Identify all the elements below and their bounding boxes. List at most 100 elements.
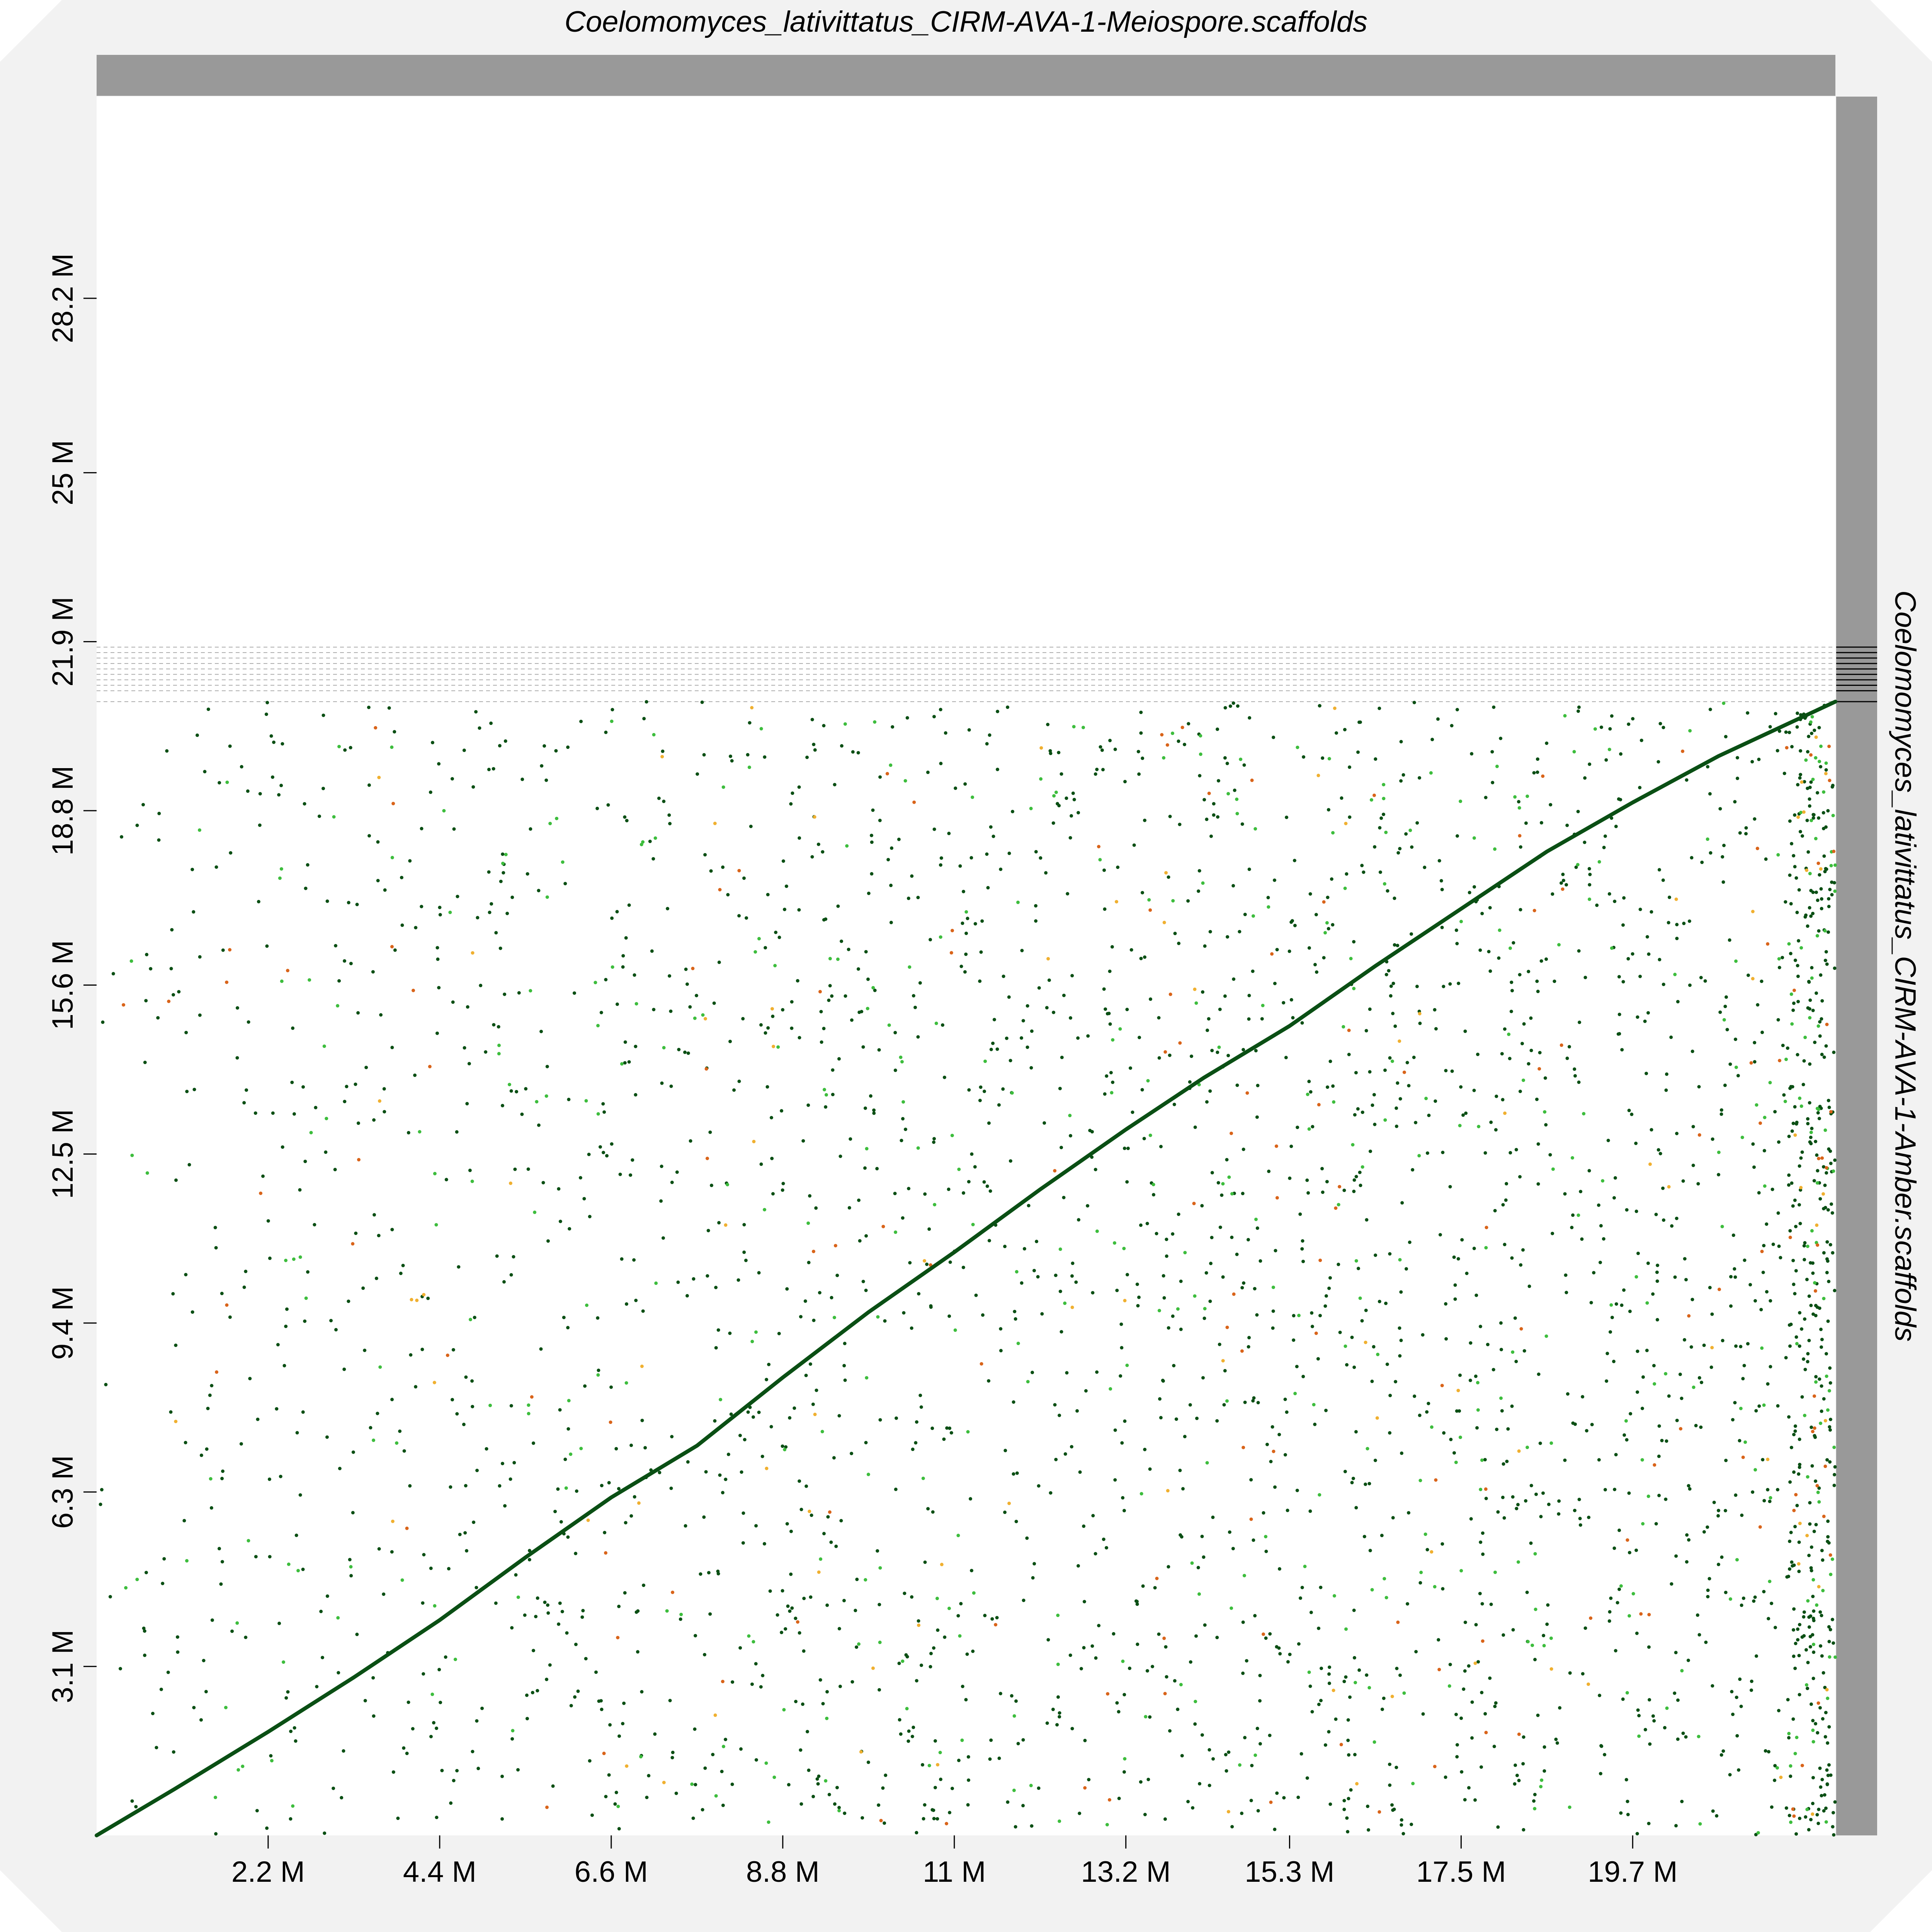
alignment-point — [161, 1582, 165, 1585]
alignment-point — [1536, 1713, 1540, 1717]
alignment-point — [144, 999, 148, 1003]
alignment-point — [1013, 1310, 1017, 1313]
alignment-point — [704, 1067, 708, 1071]
alignment-point — [1058, 1247, 1062, 1251]
alignment-point — [804, 1484, 808, 1488]
alignment-point — [1243, 1400, 1247, 1404]
alignment-point — [1787, 1415, 1791, 1419]
alignment-point — [1614, 1302, 1618, 1306]
alignment-point — [662, 1236, 665, 1240]
alignment-point — [970, 1569, 973, 1573]
alignment-point — [1819, 1644, 1823, 1648]
alignment-point — [741, 1541, 745, 1545]
alignment-point — [1343, 728, 1347, 731]
alignment-point — [1734, 1493, 1738, 1497]
alignment-point — [1762, 1499, 1766, 1503]
alignment-point — [1572, 750, 1576, 753]
alignment-point — [1421, 1712, 1425, 1716]
alignment-point — [1180, 726, 1184, 730]
alignment-point — [840, 939, 844, 943]
alignment-point — [1440, 925, 1444, 929]
alignment-point — [1396, 944, 1400, 947]
x-tick-label: 8.8 M — [746, 1855, 820, 1888]
alignment-point — [329, 1319, 333, 1323]
alignment-point — [912, 800, 916, 804]
alignment-point — [1433, 1008, 1437, 1012]
alignment-point — [1688, 729, 1692, 733]
alignment-point — [1816, 1490, 1820, 1494]
alignment-point — [298, 1493, 302, 1497]
alignment-point — [1101, 768, 1105, 772]
alignment-point — [781, 859, 785, 863]
alignment-point — [229, 851, 233, 855]
alignment-point — [1579, 1190, 1583, 1194]
alignment-point — [639, 1755, 643, 1759]
alignment-point — [1454, 1713, 1458, 1716]
alignment-point — [1526, 1446, 1529, 1449]
alignment-point — [996, 709, 1000, 713]
alignment-point — [905, 1707, 909, 1711]
alignment-point — [1252, 914, 1255, 918]
alignment-point — [474, 1586, 478, 1590]
alignment-point — [1825, 1166, 1828, 1170]
alignment-point — [1798, 1816, 1801, 1820]
alignment-point — [998, 1692, 1002, 1696]
alignment-point — [1733, 1401, 1737, 1405]
alignment-point — [1722, 1018, 1726, 1022]
alignment-point — [1479, 1540, 1483, 1544]
alignment-point — [1728, 1597, 1732, 1601]
alignment-point — [704, 1017, 707, 1020]
alignment-point — [1518, 1090, 1522, 1093]
alignment-point — [378, 1099, 381, 1103]
alignment-point — [1815, 1603, 1819, 1607]
alignment-point — [1208, 930, 1212, 934]
alignment-point — [1825, 867, 1828, 871]
alignment-point — [1807, 1828, 1811, 1832]
alignment-point — [647, 1774, 651, 1777]
alignment-point — [855, 1645, 859, 1649]
alignment-point — [1511, 1628, 1515, 1632]
alignment-point — [295, 1431, 299, 1435]
alignment-point — [1660, 1439, 1664, 1442]
alignment-point — [1461, 1113, 1465, 1117]
alignment-point — [861, 1280, 865, 1283]
alignment-point — [1309, 1611, 1313, 1614]
alignment-point — [1595, 903, 1599, 907]
alignment-point — [282, 1364, 286, 1367]
alignment-point — [1825, 1270, 1829, 1274]
alignment-point — [1799, 1186, 1803, 1189]
alignment-point — [1489, 1602, 1493, 1606]
alignment-point — [315, 1685, 319, 1689]
alignment-point — [1326, 1085, 1329, 1089]
alignment-point — [974, 1293, 978, 1297]
alignment-point — [1542, 1644, 1546, 1648]
alignment-point — [1328, 1276, 1332, 1280]
alignment-point — [268, 1256, 272, 1260]
alignment-point — [825, 1690, 829, 1694]
alignment-point — [1767, 1750, 1770, 1753]
alignment-point — [648, 840, 652, 843]
alignment-point — [1351, 1476, 1355, 1480]
alignment-point — [1700, 861, 1704, 864]
alignment-point — [1814, 1479, 1818, 1483]
x-tick-label: 6.6 M — [575, 1855, 648, 1888]
alignment-point — [871, 986, 875, 990]
alignment-point — [1010, 1091, 1014, 1095]
alignment-point — [325, 1435, 329, 1439]
alignment-point — [473, 1316, 476, 1320]
alignment-point — [420, 1347, 424, 1351]
alignment-point — [1190, 1561, 1194, 1565]
alignment-point — [432, 1381, 436, 1384]
alignment-point — [1293, 1391, 1297, 1395]
alignment-point — [1484, 1246, 1488, 1250]
alignment-point — [219, 1582, 223, 1586]
alignment-point — [812, 743, 816, 747]
alignment-point — [1803, 1241, 1807, 1245]
alignment-point — [509, 1181, 512, 1185]
alignment-point — [988, 1757, 992, 1761]
alignment-point — [1391, 1516, 1395, 1520]
alignment-point — [1769, 1496, 1772, 1500]
alignment-point — [433, 1604, 437, 1608]
alignment-point — [602, 1752, 606, 1755]
alignment-point — [806, 1103, 810, 1107]
